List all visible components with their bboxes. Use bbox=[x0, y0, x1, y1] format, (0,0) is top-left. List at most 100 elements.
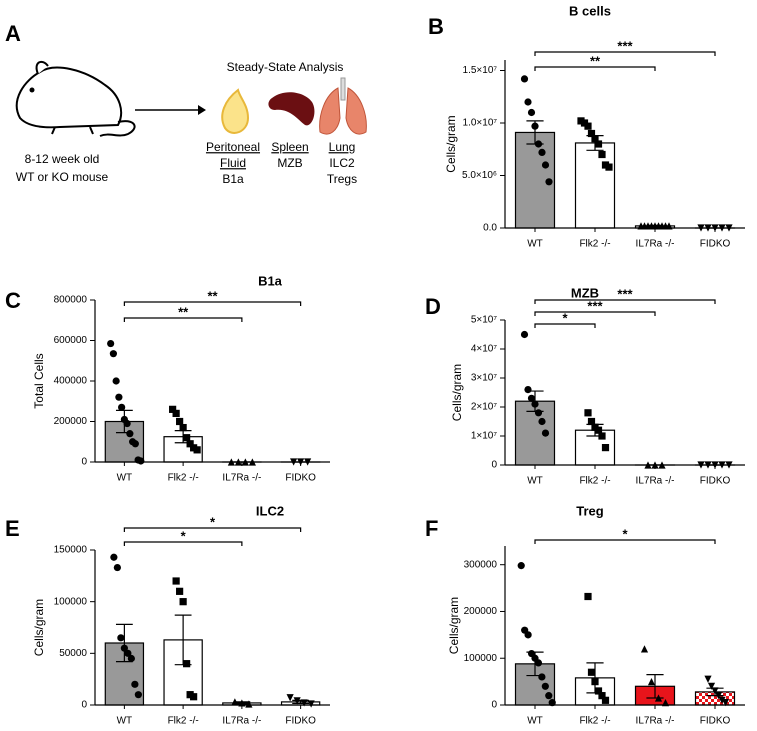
data-point bbox=[584, 123, 591, 130]
x-tick-label: FIDKO bbox=[700, 476, 731, 487]
y-axis-label: Cells/gram bbox=[450, 364, 464, 421]
panel-letter: F bbox=[425, 516, 438, 541]
panel-letter: B bbox=[428, 14, 444, 39]
data-point bbox=[538, 673, 545, 680]
chart-panel: BB cellsCells/gram0.05.0×10⁶1.0×10⁷1.5×1… bbox=[428, 3, 745, 249]
heading: Steady-State Analysis bbox=[227, 60, 344, 74]
data-point bbox=[521, 331, 528, 338]
y-tick-label: 0.0 bbox=[483, 223, 497, 234]
data-point bbox=[107, 340, 114, 347]
mouse-label: WT or KO mouse bbox=[16, 170, 109, 184]
data-point bbox=[128, 655, 135, 662]
panel-letter: E bbox=[5, 516, 20, 541]
data-point bbox=[542, 430, 549, 437]
data-point bbox=[137, 457, 144, 464]
data-point bbox=[194, 446, 201, 453]
data-point bbox=[126, 430, 133, 437]
data-point bbox=[602, 444, 609, 451]
significance-label: * bbox=[210, 514, 216, 529]
y-tick-label: 3×10⁷ bbox=[471, 373, 498, 384]
y-tick-label: 800000 bbox=[54, 295, 88, 306]
data-point bbox=[605, 164, 612, 171]
y-tick-label: 600000 bbox=[54, 335, 88, 346]
x-tick-label: IL7Ra -/- bbox=[636, 476, 675, 487]
x-tick-label: FIDKO bbox=[700, 716, 731, 726]
y-axis-label: Cells/gram bbox=[32, 599, 46, 656]
significance-label: ** bbox=[178, 304, 189, 319]
chart-title: Treg bbox=[576, 503, 604, 518]
data-point bbox=[115, 394, 122, 401]
x-tick-label: WT bbox=[527, 716, 543, 726]
data-point bbox=[518, 562, 525, 569]
data-point bbox=[180, 598, 187, 605]
y-tick-label: 5×10⁷ bbox=[471, 315, 498, 326]
data-point bbox=[598, 151, 605, 158]
data-point bbox=[545, 692, 552, 699]
x-tick-label: Flk2 -/- bbox=[579, 716, 610, 726]
data-point bbox=[538, 418, 545, 425]
data-point bbox=[183, 660, 190, 667]
data-point bbox=[542, 161, 549, 168]
chart-title: B1a bbox=[258, 273, 283, 288]
x-tick-label: WT bbox=[117, 716, 133, 726]
significance-label: *** bbox=[617, 286, 633, 301]
x-tick-label: Flk2 -/- bbox=[168, 716, 199, 726]
data-point bbox=[131, 681, 138, 688]
cell-type: ILC2 bbox=[329, 156, 355, 170]
x-tick-label: WT bbox=[527, 476, 543, 487]
data-point bbox=[538, 149, 545, 156]
data-point bbox=[113, 377, 120, 384]
data-point bbox=[180, 424, 187, 431]
significance-label: ** bbox=[207, 288, 218, 303]
tissue-name: Spleen bbox=[271, 140, 308, 154]
panel-a: A 8-12 week old WT or KO mouse Steady-St… bbox=[5, 21, 366, 184]
data-point bbox=[648, 678, 655, 685]
chart-title: ILC2 bbox=[256, 503, 284, 518]
data-point bbox=[176, 588, 183, 595]
data-point bbox=[525, 631, 532, 638]
y-tick-label: 100000 bbox=[54, 596, 88, 607]
x-tick-label: FIDKO bbox=[285, 716, 316, 726]
x-tick-label: Flk2 -/- bbox=[579, 239, 610, 250]
data-point bbox=[584, 593, 591, 600]
x-tick-label: FIDKO bbox=[285, 473, 316, 484]
data-point bbox=[591, 678, 598, 685]
data-point bbox=[545, 178, 552, 185]
significance-label: ** bbox=[590, 53, 601, 68]
data-point bbox=[117, 634, 124, 641]
data-point bbox=[110, 350, 117, 357]
y-tick-label: 0 bbox=[491, 460, 497, 471]
data-point bbox=[524, 386, 531, 393]
cell-type: Tregs bbox=[327, 172, 357, 186]
data-point bbox=[521, 75, 528, 82]
y-tick-label: 50000 bbox=[59, 648, 87, 659]
data-point bbox=[524, 98, 531, 105]
mouse-label: 8-12 week old bbox=[25, 152, 100, 166]
panel-letter: D bbox=[425, 294, 441, 319]
data-point bbox=[598, 432, 605, 439]
y-tick-label: 0 bbox=[81, 700, 87, 711]
data-point bbox=[190, 693, 197, 700]
bar bbox=[576, 143, 615, 228]
mouse-eye bbox=[30, 88, 35, 93]
chart-panel: DMZBCells/gram01×10⁷2×10⁷3×10⁷4×10⁷5×10⁷… bbox=[425, 285, 745, 486]
data-point bbox=[531, 401, 538, 408]
data-point bbox=[173, 577, 180, 584]
data-point bbox=[132, 440, 139, 447]
y-tick-label: 1.5×10⁷ bbox=[463, 65, 498, 76]
x-tick-label: WT bbox=[527, 239, 543, 250]
y-axis-label: Total Cells bbox=[32, 353, 46, 408]
y-tick-label: 300000 bbox=[464, 559, 498, 570]
data-point bbox=[118, 404, 125, 411]
significance-label: *** bbox=[617, 38, 633, 53]
data-point bbox=[535, 659, 542, 666]
data-point bbox=[535, 409, 542, 416]
mouse bbox=[17, 68, 121, 128]
x-tick-label: Flk2 -/- bbox=[579, 476, 610, 487]
y-tick-label: 5.0×10⁶ bbox=[462, 170, 497, 181]
tissue-name: Lung bbox=[329, 140, 356, 154]
x-tick-label: Flk2 -/- bbox=[168, 473, 199, 484]
